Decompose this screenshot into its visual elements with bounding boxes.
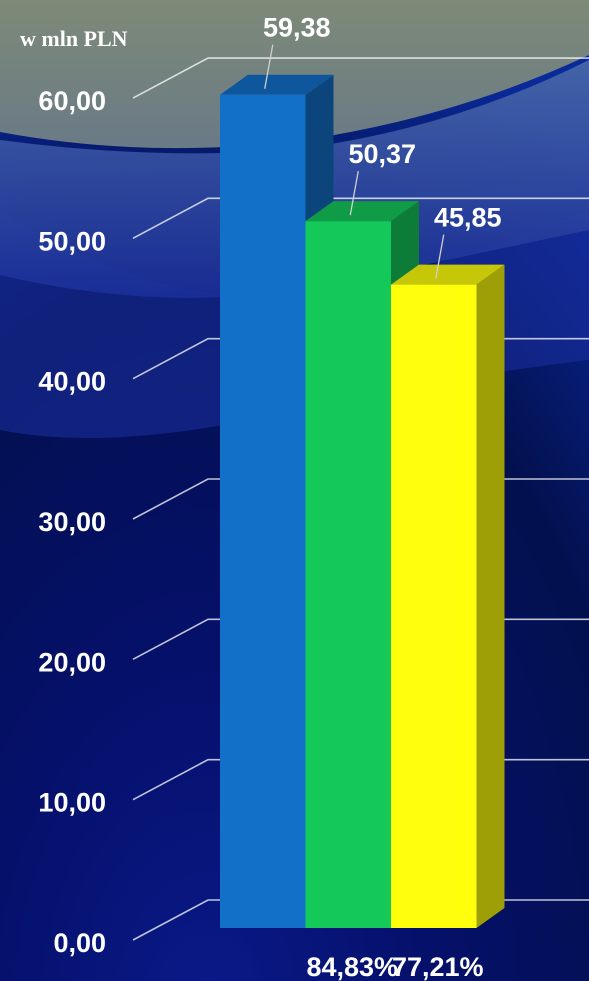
bar-front-face: [391, 284, 477, 929]
bar-top-face: [305, 201, 419, 222]
value-leader-line: [435, 234, 445, 279]
y-tick-label: 20,00: [38, 647, 106, 677]
bar-side-face: [476, 264, 505, 929]
value-leader-line: [264, 44, 274, 89]
bar-top-face: [220, 74, 334, 95]
percent-label: 84,83%: [306, 952, 398, 981]
bar-front-face: [305, 221, 391, 929]
gridline: [132, 197, 589, 240]
bar-front-face: [220, 94, 306, 928]
background-swoosh-top: [0, 0, 589, 149]
value-label: 45,85: [434, 203, 502, 233]
bar-top-face: [391, 264, 505, 285]
gridline: [132, 57, 589, 99]
value-label: 50,37: [348, 139, 416, 169]
y-tick-label: 10,00: [38, 788, 106, 818]
y-tick-label: 0,00: [53, 928, 106, 958]
y-tick-label: 60,00: [38, 86, 106, 116]
bar-3: [391, 264, 505, 929]
y-tick-label: 30,00: [38, 507, 106, 537]
y-tick-labels: 0,00 10,00 20,00 30,00 40,00 50,00 60,00: [38, 86, 106, 958]
value-labels: 59,38 50,37 45,85: [263, 13, 502, 279]
value-leader-line: [349, 171, 359, 216]
percent-labels: 84,83%77,21%: [306, 952, 483, 981]
percent-label: 77,21%: [392, 952, 484, 981]
unit-label: w mln PLN: [20, 26, 128, 51]
value-label: 59,38: [263, 13, 331, 43]
y-tick-label: 40,00: [38, 367, 106, 397]
y-tick-label: 50,00: [38, 226, 106, 256]
bars: [220, 74, 505, 929]
